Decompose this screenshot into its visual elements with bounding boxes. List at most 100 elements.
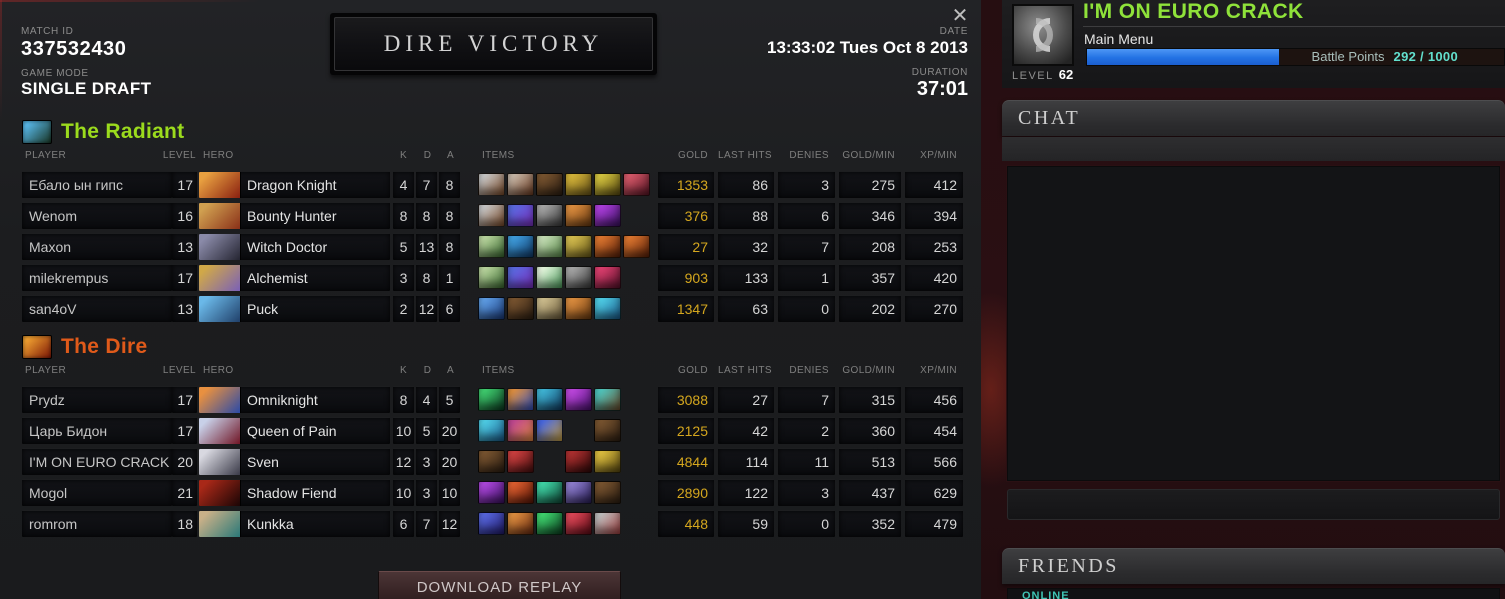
player-name[interactable]: Maxon <box>22 233 172 260</box>
hero-portrait[interactable] <box>199 234 241 260</box>
item-icon[interactable] <box>507 450 534 473</box>
item-icon[interactable] <box>565 512 592 535</box>
item-icon[interactable] <box>536 204 563 227</box>
hero-portrait[interactable] <box>199 172 241 198</box>
item-icon[interactable] <box>565 204 592 227</box>
player-name[interactable]: romrom <box>22 510 172 537</box>
item-icon[interactable] <box>478 388 505 411</box>
hero-name: Sven <box>247 454 279 470</box>
item-icon[interactable] <box>594 450 621 473</box>
item-icon[interactable] <box>478 297 505 320</box>
item-icon[interactable] <box>536 419 563 442</box>
item-icon[interactable] <box>507 388 534 411</box>
hero-portrait[interactable] <box>199 480 241 506</box>
item-icon[interactable] <box>565 235 592 258</box>
kills-value: 2 <box>393 295 414 322</box>
col-last-hits: LAST HITS <box>718 365 772 376</box>
item-icon[interactable] <box>594 235 621 258</box>
main-menu-breadcrumb[interactable]: Main Menu <box>1084 31 1154 47</box>
item-icon[interactable] <box>507 235 534 258</box>
item-icon[interactable] <box>478 481 505 504</box>
item-icon[interactable] <box>594 266 621 289</box>
radiant-logo-icon <box>22 120 52 144</box>
chat-log[interactable] <box>1007 166 1500 481</box>
item-icon[interactable] <box>478 266 505 289</box>
item-icon[interactable] <box>507 297 534 320</box>
player-name[interactable]: Царь Бидон <box>22 417 172 444</box>
item-icon[interactable] <box>507 419 534 442</box>
item-icon[interactable] <box>536 297 563 320</box>
item-icon[interactable] <box>594 173 621 196</box>
hero-portrait[interactable] <box>199 449 241 475</box>
item-icon[interactable] <box>536 481 563 504</box>
item-icon[interactable] <box>507 173 534 196</box>
player-name[interactable]: Ебало ын гипс <box>22 171 172 198</box>
item-icon[interactable] <box>507 266 534 289</box>
item-icon[interactable] <box>536 235 563 258</box>
player-name[interactable]: Mogol <box>22 479 172 506</box>
item-icon[interactable] <box>478 419 505 442</box>
item-icon[interactable] <box>478 235 505 258</box>
hero-portrait[interactable] <box>199 387 241 413</box>
item-icon[interactable] <box>565 297 592 320</box>
hero-portrait[interactable] <box>199 418 241 444</box>
item-icon[interactable] <box>565 173 592 196</box>
item-icon[interactable] <box>594 512 621 535</box>
player-row: Prydz 17 Omniknight 8 4 5 3088 27 7 315 … <box>22 386 963 413</box>
col-xp-min: XP/MIN <box>920 365 957 376</box>
level-label: LEVEL <box>1012 70 1054 82</box>
item-icon[interactable] <box>623 173 650 196</box>
player-name[interactable]: san4oV <box>22 295 172 322</box>
item-icon[interactable] <box>594 204 621 227</box>
item-icon[interactable] <box>594 388 621 411</box>
player-name[interactable]: I'M ON EURO CRACK <box>22 448 172 475</box>
dashboard-panel: LEVEL 62 I'M ON EURO CRACK Main Menu Batt… <box>981 0 1505 599</box>
item-icon[interactable] <box>623 235 650 258</box>
profile-divider <box>1083 26 1505 27</box>
friends-header[interactable]: FRIENDS <box>1002 548 1505 584</box>
player-name[interactable]: Wenom <box>22 202 172 229</box>
xp-min-value: 412 <box>905 171 963 198</box>
item-icon[interactable] <box>536 512 563 535</box>
item-icon[interactable] <box>536 388 563 411</box>
item-icon[interactable] <box>478 204 505 227</box>
player-level: 18 <box>172 510 197 537</box>
item-icon[interactable] <box>478 173 505 196</box>
hero-portrait[interactable] <box>199 511 241 537</box>
hero-name: Puck <box>247 301 279 317</box>
player-name[interactable]: milekrempus <box>22 264 172 291</box>
col-player: PLAYER <box>25 150 67 161</box>
chat-header[interactable]: CHAT <box>1002 100 1505 136</box>
item-icon[interactable] <box>507 204 534 227</box>
hero-portrait[interactable] <box>199 203 241 229</box>
assists-value: 10 <box>439 479 460 506</box>
date-info: DATE 13:33:02 Tues Oct 8 2013 DURATION 3… <box>660 26 968 101</box>
item-icon[interactable] <box>594 419 621 442</box>
item-icon[interactable] <box>507 481 534 504</box>
chat-input[interactable] <box>1007 489 1500 520</box>
item-icon[interactable] <box>565 388 592 411</box>
player-name[interactable]: Prydz <box>22 386 172 413</box>
item-icon[interactable] <box>536 266 563 289</box>
item-icon[interactable] <box>536 173 563 196</box>
item-icon[interactable] <box>478 512 505 535</box>
col-gold: GOLD <box>678 150 708 161</box>
assists-value: 5 <box>439 386 460 413</box>
radiant-header: The Radiant <box>22 116 963 148</box>
gold-value: 27 <box>658 233 714 260</box>
close-icon[interactable]: ✕ <box>948 4 972 28</box>
hero-portrait[interactable] <box>199 296 241 322</box>
col-gold-min: GOLD/MIN <box>842 365 895 376</box>
item-icon[interactable] <box>565 481 592 504</box>
item-icon[interactable] <box>565 266 592 289</box>
item-icon[interactable] <box>565 450 592 473</box>
download-replay-button[interactable]: DOWNLOAD REPLAY <box>378 571 621 599</box>
avatar[interactable] <box>1012 4 1074 66</box>
item-icon[interactable] <box>594 481 621 504</box>
item-icon[interactable] <box>507 512 534 535</box>
item-icon[interactable] <box>478 450 505 473</box>
xp-min-value: 479 <box>905 510 963 537</box>
hero-portrait[interactable] <box>199 265 241 291</box>
player-level: 21 <box>172 479 197 506</box>
item-icon[interactable] <box>594 297 621 320</box>
